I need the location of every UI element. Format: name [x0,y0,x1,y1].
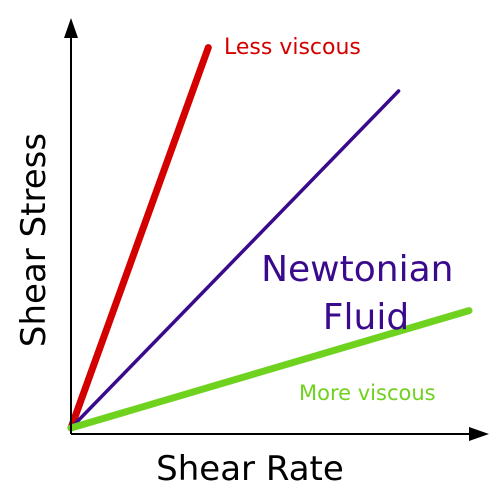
y-axis-arrowhead [64,18,78,38]
less-series-line [67,44,212,432]
series-layer [67,44,473,432]
axes [64,18,489,441]
more-viscous-label: More viscous [299,381,436,405]
x-axis-label: Shear Rate [156,449,344,489]
y-axis-label: Shear Stress [14,133,54,347]
less-viscous-label: Less viscous [224,35,361,60]
newtonian-label-line-1: Newtonian [261,249,453,290]
x-axis-arrowhead [469,427,489,441]
more-series-line [67,307,473,432]
newtonian-label-line-2: Fluid [323,297,409,338]
newtonian-series-line [69,89,401,430]
newtonian-label: Newtonian Fluid [261,249,465,338]
